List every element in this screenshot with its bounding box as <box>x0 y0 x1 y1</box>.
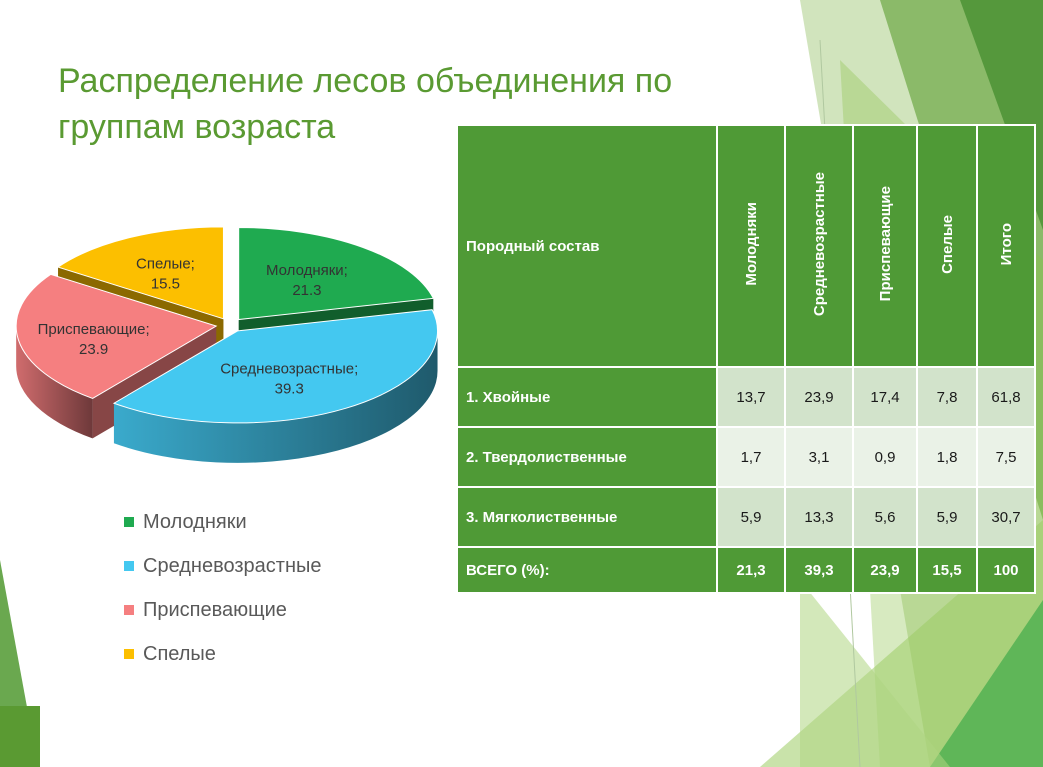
pie-slice-prispevayushchie <box>15 273 218 399</box>
header-text: Итого <box>997 222 1015 266</box>
table-cell: 0,9 <box>852 426 918 488</box>
table-cell: 7,8 <box>916 366 978 428</box>
total-cell: 23,9 <box>852 546 918 594</box>
legend-label: Молодняки <box>143 510 247 533</box>
table-header-row: Породный состав Молодняки Средневозрастн… <box>456 124 1036 368</box>
forest-age-table: Породный состав Молодняки Средневозрастн… <box>456 124 1036 594</box>
legend-label: Приспевающие <box>143 598 287 621</box>
total-label: ВСЕГО (%): <box>456 546 718 594</box>
table-cell: 13,7 <box>716 366 786 428</box>
header-col: Спелые <box>916 124 978 368</box>
table-cell: 17,4 <box>852 366 918 428</box>
header-col: Молодняки <box>716 124 786 368</box>
legend-label: Спелые <box>143 642 216 665</box>
legend-item-spelye: Спелые <box>124 632 322 676</box>
table-row: 3. Мягколиственные 5,9 13,3 5,6 5,9 30,7 <box>456 486 1036 548</box>
table-cell: 23,9 <box>784 366 854 428</box>
legend-swatch <box>124 561 134 571</box>
legend-swatch <box>124 605 134 615</box>
chart-legend: Молодняки Средневозрастные Приспевающие … <box>124 500 322 676</box>
pie-slice-side <box>113 330 438 463</box>
header-text: Средневозрастные <box>810 171 828 317</box>
header-text: Молодняки <box>742 202 760 286</box>
pie-slice-side <box>16 326 93 439</box>
header-text: Спелые <box>938 214 956 274</box>
row-label: 1. Хвойные <box>456 366 718 428</box>
header-col: Средневозрастные <box>784 124 854 368</box>
table-cell: 5,6 <box>852 486 918 548</box>
table-cell: 30,7 <box>976 486 1036 548</box>
pie-slice-srednevozrastnye <box>112 309 439 424</box>
table-cell: 61,8 <box>976 366 1036 428</box>
total-cell: 39,3 <box>784 546 854 594</box>
pie-data-label-spelye: Спелые; 15.5 <box>136 255 195 292</box>
legend-swatch <box>124 517 134 527</box>
header-col: Итого <box>976 124 1036 368</box>
legend-label: Средневозрастные <box>143 554 322 577</box>
table-cell: 7,5 <box>976 426 1036 488</box>
pie-data-label-prispevayushchie: Приспевающие; 23.9 <box>38 321 150 358</box>
legend-item-prispevayushchie: Приспевающие <box>124 588 322 632</box>
slide-title: Распределение лесов объединения по групп… <box>58 62 673 146</box>
legend-item-srednevozrastnye: Средневозрастные <box>124 544 322 588</box>
table-cell: 13,3 <box>784 486 854 548</box>
pie-slice-molodnyaki <box>238 227 435 321</box>
table-cell: 1,8 <box>916 426 978 488</box>
total-cell: 21,3 <box>716 546 786 594</box>
table-cell: 1,7 <box>716 426 786 488</box>
legend-item-molodnyaki: Молодняки <box>124 500 322 544</box>
table-row: 2. Твердолиственные 1,7 3,1 0,9 1,8 7,5 <box>456 426 1036 488</box>
pie-data-label-srednevozrastnye: Средневозрастные; 39.3 <box>220 361 358 398</box>
table-cell: 3,1 <box>784 426 854 488</box>
table-row: 1. Хвойные 13,7 23,9 17,4 7,8 61,8 <box>456 366 1036 428</box>
row-label: 3. Мягколиственные <box>456 486 718 548</box>
legend-swatch <box>124 649 134 659</box>
row-label: 2. Твердолиственные <box>456 426 718 488</box>
pie-chart: Молодняки; 21.3 Средневозрастные; 39.3 Присп… <box>15 226 439 463</box>
pie-slice-spelye <box>56 226 224 320</box>
header-col: Приспевающие <box>852 124 918 368</box>
total-cell: 100 <box>976 546 1036 594</box>
table-total-row: ВСЕГО (%): 21,3 39,3 23,9 15,5 100 <box>456 546 1036 594</box>
pie-data-label-molodnyaki: Молодняки; 21.3 <box>266 262 348 299</box>
table-cell: 5,9 <box>716 486 786 548</box>
table-cell: 5,9 <box>916 486 978 548</box>
total-cell: 15,5 <box>916 546 978 594</box>
header-text: Приспевающие <box>876 186 894 302</box>
header-species: Породный состав <box>456 124 718 368</box>
